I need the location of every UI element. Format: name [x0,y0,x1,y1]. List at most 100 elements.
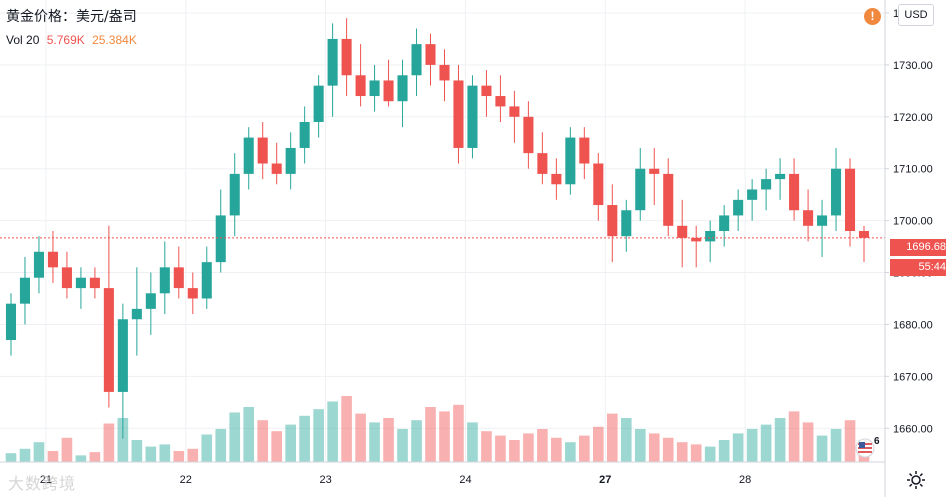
volume-bar [732,433,744,462]
candle-body [383,80,394,102]
volume-bar [746,429,758,462]
candle-body [439,64,450,81]
candle-body [201,262,212,299]
alert-icon[interactable]: ! [864,8,881,25]
volume-bar [565,442,576,462]
y-tick-label: 1710.00 [893,164,933,176]
chart-title: 黄金价格：美元/盎司 [6,9,137,25]
candle-body [89,277,100,289]
volume-bar [159,444,171,462]
volume-bar [327,401,338,462]
volume-bar [439,411,450,462]
volume-bar [243,407,255,462]
candle-body [663,173,674,226]
candle-body [509,106,520,117]
time-axis[interactable]: 21 22 23 24 27 28 [40,474,751,486]
candle-body [844,168,856,231]
candle-body [425,44,436,65]
y-tick-label: 1660.00 [893,423,933,435]
grid-lines [0,0,885,462]
volume-bar [718,440,730,462]
y-tick-label: 1700.00 [893,216,933,228]
volume-bar [648,433,660,462]
candle-body [705,231,716,242]
volume-bar [579,435,590,462]
candle-body [19,277,31,304]
candle-body [313,85,324,122]
price-axis[interactable]: 1740.001730.001720.001710.001700.001690.… [885,8,933,435]
x-tick-label: 24 [459,474,471,486]
volume-bar [271,431,282,462]
volume-bar [19,448,31,462]
candle-body [551,173,562,185]
volume-bar [495,435,506,462]
volume-bar [131,440,143,462]
volume-bar [47,451,59,462]
candle-body [243,137,254,174]
candle-body [215,215,226,263]
volume-value: 5.769K [46,33,85,47]
candles [5,18,870,439]
candle-body [775,173,786,180]
candle-body [523,116,534,154]
us-flag-icon [855,438,875,458]
currency-button[interactable]: USD [898,4,934,26]
candle-body [495,96,506,107]
countdown-value: 55:44 [918,261,946,273]
candle-body [803,210,814,226]
volume-bar [425,407,436,462]
candle-body [858,231,870,238]
candle-body [61,267,72,289]
candle-body [229,173,240,216]
volume-bar [383,418,394,462]
candle-body [369,80,380,97]
settings-gear-icon[interactable] [904,468,928,492]
watermark-logo: 大数跨境 [8,474,77,493]
y-tick-label: 1680.00 [893,319,933,331]
candle-body [649,168,660,174]
volume-bar [75,455,87,462]
volume-bar [5,453,17,462]
volume-bar [481,431,492,462]
volume-bar [397,429,408,462]
candle-body [271,163,282,174]
volume-bar [802,422,814,462]
candle-body [285,147,296,174]
candle-body [579,137,590,164]
volume-bar [830,429,842,462]
candle-body [747,189,758,200]
candle-body [691,237,702,242]
x-tick-label: 21 [40,474,52,486]
volume-label: Vol 20 [6,33,40,47]
last-price-tag: 1696.68 [890,239,946,256]
volume-bar [634,429,646,462]
y-tick-label: 1720.00 [893,112,933,124]
candle-body [47,251,58,268]
candle-body [145,293,156,309]
candle-body [355,75,366,97]
candle-body [397,75,408,102]
volume-bar [844,420,856,462]
volume-legend: Vol 20 5.769K 25.384K [6,33,137,47]
candle-body [593,163,604,206]
volume-ma-value: 25.384K [92,33,137,47]
volume-bar [551,437,562,462]
economic-events-icon[interactable]: 6 [855,436,880,462]
volume-bar [411,420,422,462]
volume-bar [509,440,520,462]
candle-body [453,80,464,148]
candle-body [5,303,17,341]
candle-body [467,85,478,148]
volume-bar [313,409,324,462]
candle-body [635,168,646,211]
volume-bar [467,422,478,462]
candle-body [565,137,576,185]
x-tick-label: 22 [180,474,192,486]
volume-bar [173,451,185,462]
candle-body [621,210,632,237]
countdown-tag: 55:44 [890,259,946,276]
volume-bar [774,418,786,462]
volume-bar [690,444,702,462]
x-tick-label: 23 [320,474,332,486]
